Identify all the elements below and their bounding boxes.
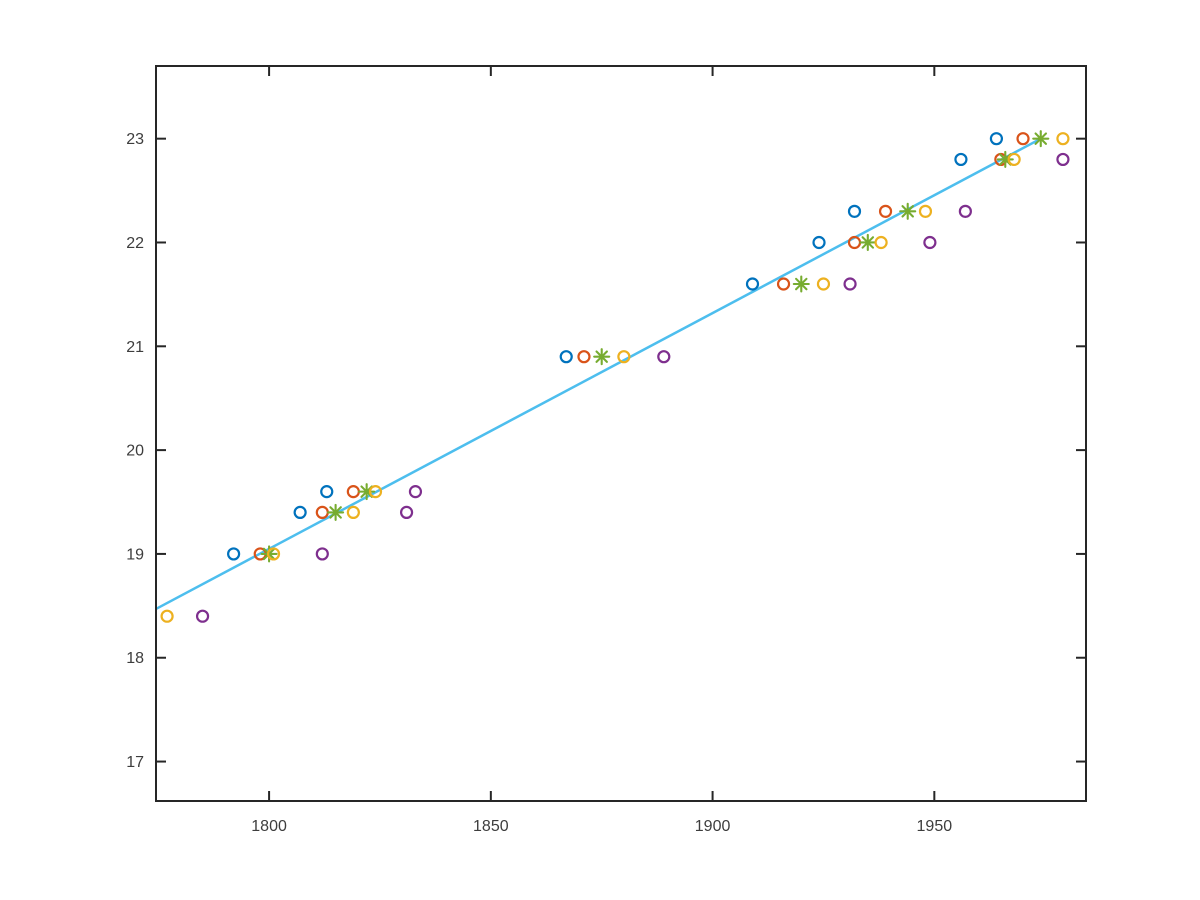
marker-series-5-purple-circles <box>1056 152 1070 167</box>
marker-series-5-purple-circles <box>399 505 414 519</box>
marker-series-1-blue-circles <box>559 350 573 364</box>
marker-series-3-green-asterisks <box>859 233 877 252</box>
x-tick-label: 1850 <box>473 818 509 835</box>
y-tick-label: 22 <box>126 235 144 252</box>
marker-series-4-yellow-circles <box>918 204 933 218</box>
marker-series-4-yellow-circles <box>617 350 631 364</box>
marker-series-4-yellow-circles <box>1007 152 1021 167</box>
linear-fit-line <box>155 137 1042 611</box>
marker-series-2-orange-circles <box>776 277 791 291</box>
marker-series-5-purple-circles <box>315 547 329 561</box>
marker-series-2-orange-circles <box>315 505 329 519</box>
marker-series-5-purple-circles <box>958 204 972 218</box>
marker-series-5-purple-circles <box>657 350 671 364</box>
marker-series-3-green-asterisks <box>792 275 810 293</box>
marker-series-1-blue-circles <box>227 547 241 561</box>
marker-series-1-blue-circles <box>954 152 968 167</box>
marker-series-4-yellow-circles <box>1056 132 1070 146</box>
marker-series-1-blue-circles <box>320 485 334 499</box>
marker-series-5-purple-circles <box>408 485 423 499</box>
marker-series-3-green-asterisks <box>1032 130 1050 148</box>
marker-series-4-yellow-circles <box>816 277 831 291</box>
x-tick-label: 1950 <box>917 818 953 835</box>
marker-series-4-yellow-circles <box>874 235 888 250</box>
marker-series-1-blue-circles <box>745 277 760 291</box>
marker-series-5-purple-circles <box>195 609 210 623</box>
x-tick-label: 1800 <box>251 818 287 835</box>
marker-series-1-blue-circles <box>293 505 307 519</box>
marker-series-4-yellow-circles <box>346 505 360 519</box>
marker-series-2-orange-circles <box>346 485 360 499</box>
marker-series-3-green-asterisks <box>327 503 345 521</box>
axes-box <box>155 65 1087 802</box>
marker-series-5-purple-circles <box>923 235 937 250</box>
marker-series-4-yellow-circles <box>368 485 383 499</box>
x-tick-label: 1900 <box>695 818 731 835</box>
y-tick-label: 18 <box>126 650 144 667</box>
y-tick-label: 21 <box>126 339 144 356</box>
marker-series-3-green-asterisks <box>593 348 611 366</box>
y-tick-label: 17 <box>126 754 144 771</box>
marker-series-4-yellow-circles <box>266 547 281 561</box>
y-tick-label: 23 <box>126 131 144 148</box>
marker-series-2-orange-circles <box>1016 132 1030 146</box>
marker-series-2-orange-circles <box>577 350 591 364</box>
y-tick-label: 20 <box>126 443 144 460</box>
marker-series-4-yellow-circles <box>160 609 174 623</box>
marker-series-1-blue-circles <box>989 132 1004 146</box>
marker-series-2-orange-circles <box>878 204 893 218</box>
marker-series-1-blue-circles <box>812 235 826 250</box>
marker-series-3-green-asterisks <box>899 202 917 220</box>
y-tick-label: 19 <box>126 546 144 563</box>
marker-series-1-blue-circles <box>847 204 862 218</box>
marker-series-5-purple-circles <box>843 277 857 291</box>
